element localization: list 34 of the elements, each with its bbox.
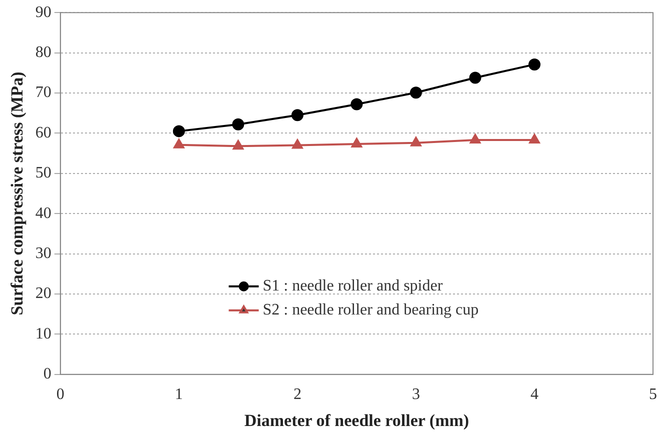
y-tick-label: 20 bbox=[35, 285, 52, 302]
y-tick-label: 80 bbox=[35, 44, 52, 62]
y-tick-label: 30 bbox=[35, 245, 52, 262]
y-tick-label: 10 bbox=[35, 325, 52, 342]
point bbox=[174, 138, 184, 148]
y-tick-label: 70 bbox=[35, 84, 52, 102]
point bbox=[529, 134, 540, 144]
x-tick-label: 3 bbox=[412, 386, 420, 404]
y-tick-label: 60 bbox=[35, 124, 52, 142]
legend-label: S2 : needle roller and bearing cup bbox=[262, 302, 479, 319]
point bbox=[291, 109, 304, 122]
y-tick-label: 40 bbox=[35, 204, 52, 222]
x-tick-label: 1 bbox=[174, 386, 183, 404]
point bbox=[469, 72, 482, 84]
point bbox=[232, 140, 244, 150]
legend-label: S1 : needle roller and spider bbox=[262, 278, 444, 295]
point bbox=[470, 134, 481, 144]
point bbox=[232, 118, 244, 130]
point bbox=[350, 98, 363, 110]
point bbox=[292, 139, 303, 149]
point bbox=[410, 86, 422, 99]
x-tick-label: 0 bbox=[56, 386, 64, 404]
x-axis-title: Diameter of needle roller (mm) bbox=[244, 411, 470, 430]
y-tick-label: 0 bbox=[43, 366, 52, 383]
x-tick-label: 4 bbox=[530, 386, 538, 404]
point bbox=[528, 58, 540, 70]
y-axis-title: Surface compressive stress (MPa) bbox=[8, 72, 27, 316]
point bbox=[172, 125, 185, 138]
y-tick-label: 50 bbox=[35, 164, 52, 182]
x-tick-label: 5 bbox=[649, 386, 657, 404]
y-tick-label: 90 bbox=[35, 4, 52, 21]
x-tick-label: 2 bbox=[293, 386, 302, 404]
point bbox=[410, 136, 422, 146]
point bbox=[351, 138, 362, 148]
